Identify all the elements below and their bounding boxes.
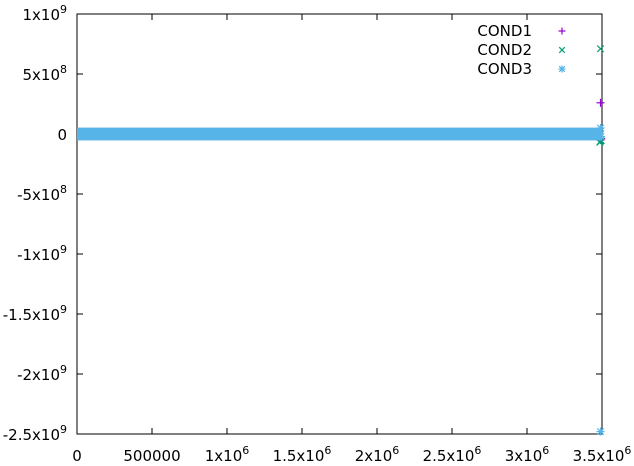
x-tick-label: 0 (72, 447, 82, 465)
y-tick-label-exponent: 9 (60, 243, 67, 256)
x-tick-label-exponent: 6 (474, 444, 481, 457)
legend-marker (558, 46, 566, 54)
y-tick-label-base: -2x10 (17, 366, 60, 384)
marker-stroke (596, 427, 605, 436)
x-tick-label: 2x106 (355, 444, 400, 465)
y-tick-label-exponent: 8 (60, 183, 67, 196)
x-tick-label: 1.5x106 (273, 444, 332, 465)
y-tick-label-base: -5x10 (17, 186, 60, 204)
y-tick-label: 1x109 (22, 3, 67, 24)
x-tick-label-base: 1.5x10 (273, 447, 325, 465)
x-tick-label-base: 2x10 (355, 447, 393, 465)
x-tick-label: 3x106 (505, 444, 550, 465)
y-tick-label-base: 1x10 (22, 6, 60, 24)
x-tick-label-base: 0 (72, 447, 82, 465)
series-cond3 (77, 124, 605, 436)
y-tick-label: -1.5x109 (3, 303, 67, 324)
x-tick-label-exponent: 6 (542, 444, 549, 457)
marker-stroke (596, 45, 605, 53)
y-tick-label: -2.5x109 (3, 423, 67, 444)
data-point (596, 132, 605, 141)
x-tick-label: 3.5x106 (573, 444, 632, 465)
y-tick-label-exponent: 9 (60, 363, 67, 376)
data-point (596, 45, 605, 53)
x-tick-label-base: 1x10 (205, 447, 243, 465)
plot-frame (76, 13, 603, 435)
y-tick-label-base: -1x10 (17, 246, 60, 264)
x-tick-label: 2.5x106 (423, 444, 482, 465)
legend-label: COND2 (477, 41, 532, 59)
x-tick-label-exponent: 6 (392, 444, 399, 457)
x-tick-label-base: 3.5x10 (573, 447, 625, 465)
y-tick-label-exponent: 9 (60, 303, 67, 316)
x-tick-label-base: 2.5x10 (423, 447, 475, 465)
y-tick-label-base: -1.5x10 (3, 306, 60, 324)
x-tick-label-base: 500000 (123, 447, 180, 465)
marker-stroke (558, 46, 566, 54)
legend-label: COND3 (477, 60, 532, 78)
data-point (596, 98, 605, 107)
legend-marker (558, 65, 566, 73)
x-tick-label-exponent: 6 (242, 444, 249, 457)
dense-points-band (77, 127, 602, 141)
y-tick-label-base: 0 (57, 126, 67, 144)
y-tick-label-exponent: 8 (60, 63, 67, 76)
x-tick-label-base: 3x10 (505, 447, 543, 465)
data-point (596, 427, 605, 436)
marker-stroke (597, 132, 605, 141)
legend-marker (558, 27, 566, 35)
y-tick-label: 5x108 (22, 63, 67, 84)
x-tick-label: 1x106 (205, 444, 250, 465)
legend-label: COND1 (477, 22, 532, 40)
x-tick-label-exponent: 6 (324, 444, 331, 457)
y-tick-label-base: 5x10 (22, 66, 60, 84)
x-tick-label: 500000 (123, 447, 180, 465)
axis-ticks: 0 500000 1x106 1.5x106 2x106 2.5x106 3x106 3.5x… (3, 3, 632, 465)
y-tick-label-exponent: 9 (60, 3, 67, 16)
y-tick-label: -1x109 (17, 243, 67, 264)
y-tick-label: -2x109 (17, 363, 67, 384)
y-tick-label-exponent: 9 (60, 423, 67, 436)
y-tick-label: -5x108 (17, 183, 67, 204)
y-tick-label: 0 (57, 126, 67, 144)
marker-stroke (558, 65, 566, 73)
y-tick-label-base: -2.5x10 (3, 426, 60, 444)
x-tick-label-exponent: 6 (624, 444, 631, 457)
series-layer (77, 45, 606, 436)
